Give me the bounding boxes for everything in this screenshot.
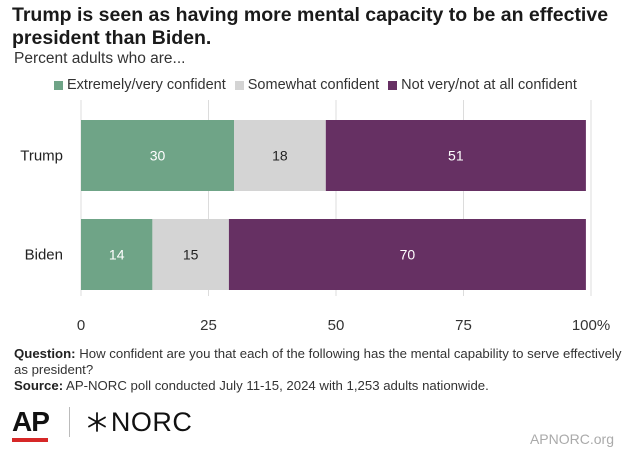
website-link[interactable]: APNORC.org bbox=[529, 431, 614, 447]
ap-logo: AP bbox=[12, 408, 50, 442]
data-label-trump-series-1: 18 bbox=[272, 148, 288, 164]
source-text: AP-NORC poll conducted July 11-15, 2024 … bbox=[66, 378, 489, 393]
x-tick-label-75: 75 bbox=[455, 317, 472, 334]
stacked-bar-chart: Trump 30 18 51 Biden 14 15 70 0 25 50 75 100% bbox=[20, 100, 610, 334]
data-label-biden-series-2: 70 bbox=[400, 247, 416, 263]
category-label-trump: Trump bbox=[20, 148, 63, 165]
legend-item-somewhat-confident: Somewhat confident bbox=[234, 77, 380, 93]
data-label-biden-series-0: 14 bbox=[109, 247, 125, 263]
bar-biden-series-0 bbox=[81, 219, 153, 290]
chart-title: Trump is seen as having more mental capa… bbox=[12, 4, 609, 49]
legend-label: Somewhat confident bbox=[247, 77, 380, 93]
bar-trump-series-1 bbox=[234, 120, 326, 191]
footer-logos: AP NORC bbox=[12, 405, 193, 442]
data-label-trump-series-2: 51 bbox=[448, 148, 464, 164]
question-text: How confident are you that each of the f… bbox=[14, 346, 622, 377]
x-tick-label-50: 50 bbox=[328, 317, 345, 334]
chart-subtitle: Percent adults who are... bbox=[14, 50, 186, 67]
data-label-biden-series-1: 15 bbox=[183, 247, 199, 263]
legend-swatch bbox=[54, 80, 63, 90]
legend-item-extremely-very-confident: Extremely/very confident bbox=[54, 77, 226, 93]
legend-item-not-very-confident: Not very/not at all confident bbox=[388, 77, 577, 93]
bar-biden-series-2 bbox=[228, 219, 586, 290]
logo-divider bbox=[68, 407, 70, 437]
norc-logo: NORC bbox=[86, 408, 193, 436]
x-tick-label-0: 0 bbox=[77, 317, 85, 334]
x-tick-label-100: 100% bbox=[572, 317, 610, 334]
legend-label: Extremely/very confident bbox=[67, 77, 226, 93]
source-note: Source: AP-NORC poll conducted July 11-1… bbox=[14, 378, 624, 394]
question-note: Question: How confident are you that eac… bbox=[14, 346, 624, 378]
chart-legend: Extremely/very confident Somewhat confid… bbox=[54, 75, 586, 95]
chart-notes: Question: How confident are you that eac… bbox=[14, 346, 624, 394]
x-tick-label-25: 25 bbox=[200, 317, 217, 334]
legend-label: Not very/not at all confident bbox=[401, 77, 577, 93]
bar-biden-series-1 bbox=[152, 219, 229, 290]
bar-trump-series-0 bbox=[81, 120, 234, 191]
legend-swatch bbox=[234, 80, 244, 90]
question-label: Question: bbox=[14, 346, 76, 361]
data-label-trump-series-0: 30 bbox=[150, 148, 166, 164]
norc-star-icon bbox=[88, 412, 106, 432]
category-label-biden: Biden bbox=[25, 247, 63, 264]
legend-swatch bbox=[388, 80, 398, 90]
source-label: Source: bbox=[14, 378, 64, 393]
bar-trump-series-2 bbox=[325, 120, 586, 191]
